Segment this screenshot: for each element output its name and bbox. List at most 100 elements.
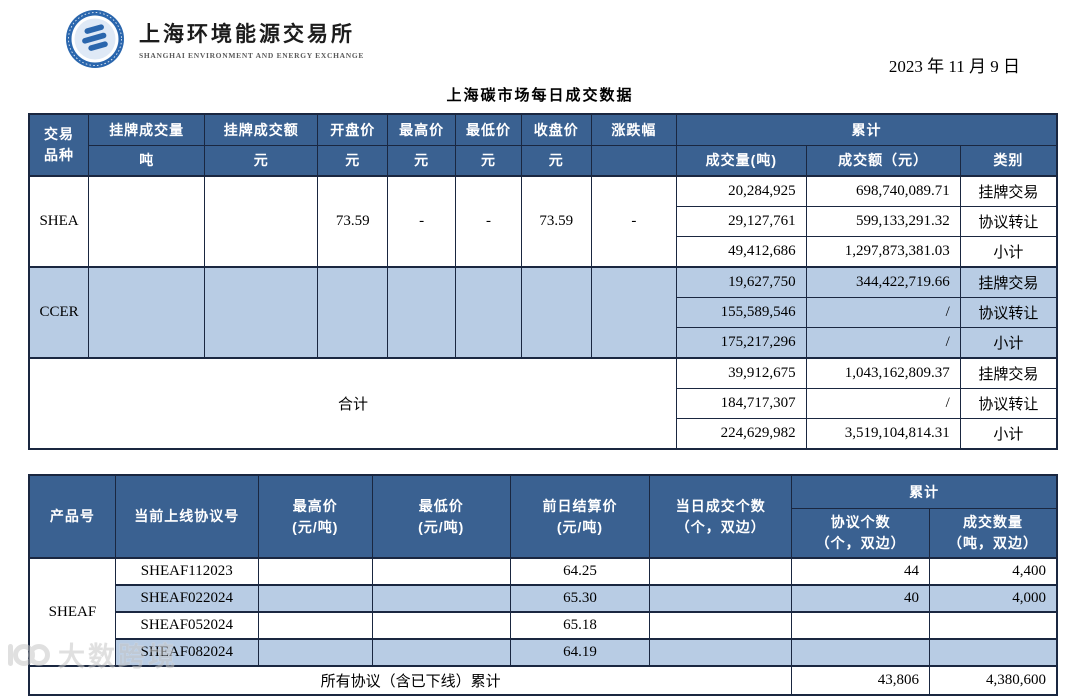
table-cell bbox=[88, 175, 206, 268]
exchange-logo-icon bbox=[66, 10, 124, 68]
table-cell: - bbox=[455, 175, 522, 268]
table-cell: / bbox=[805, 297, 961, 328]
table-cell bbox=[257, 638, 373, 667]
t1-th-listed-amount: 挂牌成交额 bbox=[204, 113, 319, 146]
table-cell bbox=[649, 638, 793, 667]
report-date: 2023 年 11 月 9 日 bbox=[888, 57, 1020, 76]
table-cell: 175,217,296 bbox=[676, 327, 807, 359]
table-cell: - bbox=[387, 175, 457, 268]
table-cell: 73.59 bbox=[520, 175, 592, 268]
total-label-cell: 合计 bbox=[28, 357, 678, 450]
table-cell: 65.30 bbox=[509, 584, 651, 613]
table-cell: - bbox=[590, 175, 678, 268]
t2-th-low: 最低价 (元/吨) bbox=[371, 474, 511, 559]
table-cell: 698,740,089.71 bbox=[805, 175, 961, 207]
t1-th-listed-volume: 挂牌成交量 bbox=[88, 113, 206, 146]
table-cell: 155,589,546 bbox=[676, 297, 807, 328]
logo-text: 上海环境能源交易所 SHANGHAI ENVIRONMENT AND ENERG… bbox=[139, 18, 364, 60]
table-cell bbox=[387, 266, 457, 359]
table-cell: 挂牌交易 bbox=[959, 175, 1058, 207]
table-cell bbox=[590, 266, 678, 359]
t2-footer-cum-count: 43,806 bbox=[791, 665, 930, 696]
table-cell: 73.59 bbox=[317, 175, 389, 268]
page-title: 上海碳市场每日成交数据 bbox=[446, 88, 634, 104]
t1-th-change-unit bbox=[590, 145, 678, 177]
daily-trading-table: 交易 品种 挂牌成交量 挂牌成交额 开盘价 最高价 最低价 收盘价 涨跌幅 累计… bbox=[28, 113, 1058, 450]
t1-th-high: 最高价 bbox=[387, 113, 457, 146]
t2-th-product: 产品号 bbox=[28, 474, 116, 559]
t2-th-cum-qty: 成交数量 （吨，双边） bbox=[928, 508, 1058, 559]
table-cell bbox=[371, 557, 511, 586]
table-cell bbox=[791, 611, 930, 640]
t1-th-open: 开盘价 bbox=[317, 113, 389, 146]
t2-footer-label: 所有协议（含已下线）累计 bbox=[28, 665, 793, 696]
table-cell bbox=[520, 266, 592, 359]
table-cell bbox=[928, 611, 1058, 640]
t2-th-cum-count: 协议个数 （个，双边） bbox=[791, 508, 930, 559]
t1-th-close-unit: 元 bbox=[520, 145, 592, 177]
table-cell: 4,000 bbox=[928, 584, 1058, 613]
t2-th-prev-settle: 前日结算价 (元/吨) bbox=[509, 474, 651, 559]
t1-th-category: 类别 bbox=[959, 145, 1058, 177]
table-cell bbox=[649, 584, 793, 613]
table-cell: SHEAF052024 bbox=[114, 611, 259, 640]
table-cell: 挂牌交易 bbox=[959, 266, 1058, 298]
table-cell: 1,043,162,809.37 bbox=[805, 357, 961, 389]
table-cell bbox=[371, 584, 511, 613]
t1-th-cum-volume: 成交量(吨) bbox=[676, 145, 807, 177]
table-cell: 44 bbox=[791, 557, 930, 586]
table-cell bbox=[791, 638, 930, 667]
table-cell: 64.25 bbox=[509, 557, 651, 586]
table-cell: SHEAF082024 bbox=[114, 638, 259, 667]
table-cell bbox=[257, 611, 373, 640]
table-cell: 协议转让 bbox=[959, 206, 1058, 237]
table-cell: 49,412,686 bbox=[676, 236, 807, 268]
table-cell bbox=[204, 266, 319, 359]
table-cell bbox=[88, 266, 206, 359]
table-cell: 3,519,104,814.31 bbox=[805, 418, 961, 450]
table-cell: 599,133,291.32 bbox=[805, 206, 961, 237]
logo-title-en: SHANGHAI ENVIRONMENT AND ENERGY EXCHANGE bbox=[139, 51, 365, 60]
table-cell: / bbox=[805, 388, 961, 419]
table-cell bbox=[649, 611, 793, 640]
t1-th-cum-amount: 成交额（元） bbox=[805, 145, 961, 177]
t1-th-open-unit: 元 bbox=[317, 145, 389, 177]
table-cell: 29,127,761 bbox=[676, 206, 807, 237]
product-sheaf-cell: SHEAF bbox=[28, 557, 116, 667]
table-cell: 4,400 bbox=[928, 557, 1058, 586]
table-cell: 64.19 bbox=[509, 638, 651, 667]
table-cell: 19,627,750 bbox=[676, 266, 807, 298]
t1-th-listed-volume-unit: 吨 bbox=[88, 145, 206, 177]
product-shea-cell: SHEA bbox=[28, 175, 90, 268]
t2-th-cumulative: 累计 bbox=[791, 474, 1058, 509]
t2-th-today-count: 当日成交个数 （个，双边） bbox=[649, 474, 793, 559]
table-cell: 39,912,675 bbox=[676, 357, 807, 389]
table-cell: 小计 bbox=[959, 327, 1058, 359]
logo-title-cn: 上海环境能源交易所 bbox=[139, 22, 355, 46]
table-cell bbox=[371, 611, 511, 640]
table-cell bbox=[371, 638, 511, 667]
table-cell bbox=[204, 175, 319, 268]
table-cell: 小计 bbox=[959, 418, 1058, 450]
table-cell: 224,629,982 bbox=[676, 418, 807, 450]
table-cell: 184,717,307 bbox=[676, 388, 807, 419]
exchange-logo: 上海环境能源交易所 SHANGHAI ENVIRONMENT AND ENERG… bbox=[64, 8, 364, 70]
t1-th-listed-amount-unit: 元 bbox=[204, 145, 319, 177]
table-cell bbox=[317, 266, 389, 359]
t2-th-high: 最高价 (元/吨) bbox=[257, 474, 373, 559]
agreements-table: 产品号 当前上线协议号 最高价 (元/吨) 最低价 (元/吨) 前日结算价 (元… bbox=[28, 474, 1058, 696]
t1-th-cumulative: 累计 bbox=[676, 113, 1058, 146]
t1-th-low: 最低价 bbox=[455, 113, 522, 146]
table-cell: 协议转让 bbox=[959, 297, 1058, 328]
table-cell: 挂牌交易 bbox=[959, 357, 1058, 389]
t1-th-low-unit: 元 bbox=[455, 145, 522, 177]
t2-footer-cum-qty: 4,380,600 bbox=[928, 665, 1058, 696]
table-cell bbox=[649, 557, 793, 586]
table-cell bbox=[257, 584, 373, 613]
table-cell: 344,422,719.66 bbox=[805, 266, 961, 298]
table-cell: SHEAF022024 bbox=[114, 584, 259, 613]
table-cell: 65.18 bbox=[509, 611, 651, 640]
table-cell: SHEAF112023 bbox=[114, 557, 259, 586]
t1-th-change: 涨跌幅 bbox=[590, 113, 678, 146]
table-cell: 1,297,873,381.03 bbox=[805, 236, 961, 268]
